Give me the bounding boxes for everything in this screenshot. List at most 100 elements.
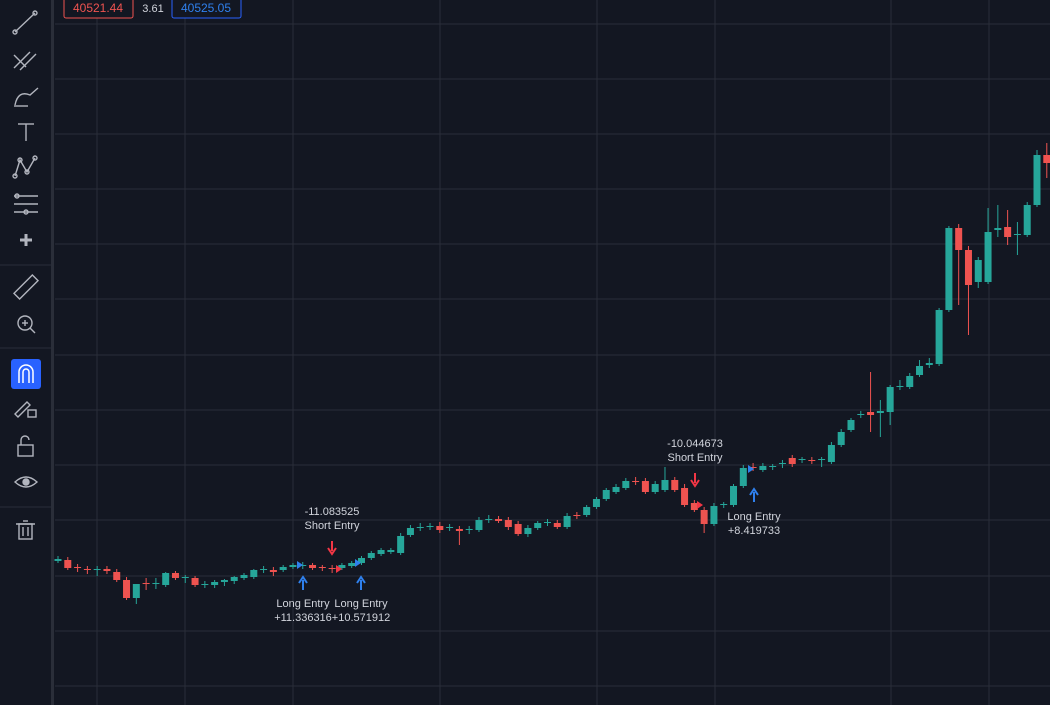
icon-tool[interactable] [20,234,32,246]
signal-name: Long Entry [334,598,388,610]
trend-line-tool[interactable] [12,10,38,35]
candle-body [769,466,777,467]
bid-box [63,0,134,19]
candle-body [739,468,747,486]
entry-marker [748,465,754,473]
entry-marker [697,501,703,509]
candle-body [720,504,728,505]
ask-price: 40525.05 [181,1,231,15]
candle-body [700,510,708,524]
candle-body [406,528,414,535]
candle-body [1033,155,1041,205]
entry-marker [336,565,342,573]
candle-body [808,460,816,461]
candle-body [778,463,786,464]
zoom-tool[interactable] [17,315,36,334]
candle-body [162,573,170,585]
candle-body [1013,234,1021,235]
candle-body [847,420,855,430]
candle-body [583,507,591,515]
candle-body [573,515,581,516]
candle-body [465,529,473,530]
measure-tool[interactable] [12,273,40,301]
candle-body [338,565,346,568]
candle-body [132,584,140,598]
lock-drawing-tool[interactable] [14,401,37,418]
candle-body [1023,205,1031,235]
candle-body [240,575,248,578]
brush-tool[interactable] [14,87,39,107]
candle-body [641,481,649,492]
grid [55,0,1050,705]
prediction-tool[interactable] [14,193,38,215]
candle-body [191,578,199,585]
candle-body [563,516,571,527]
candle-body [83,569,91,570]
signal-result: -10.044673 [667,438,723,450]
signal-arrow [327,541,337,556]
candle-body [749,467,757,468]
signal-result: +10.571912 [332,612,390,624]
candle-body [171,573,179,578]
magnet-active-bg[interactable] [11,359,41,389]
candle-body [113,572,121,580]
pattern-tool[interactable] [12,155,38,179]
text-tool[interactable] [18,123,34,141]
candle-body [250,570,258,577]
candle-body [318,567,326,568]
delete-tool[interactable] [16,520,35,540]
candle-body [446,527,454,528]
candle-body [181,577,189,578]
candle-body [348,563,356,566]
visibility-tool[interactable] [13,476,39,488]
candle-body [495,519,503,521]
candle-body [974,260,982,282]
candle-body [553,523,561,527]
candle-body [759,466,767,470]
signal-result: +11.336316 [274,612,332,624]
candle-body [328,568,336,569]
candle-body [475,520,483,530]
candle-body [357,558,365,563]
lock-tool[interactable] [17,435,34,457]
candle-body [142,583,150,584]
plot-area [54,143,1050,604]
candle-body [93,569,101,570]
candle-body [945,228,953,310]
candle-body [436,526,444,530]
candle-body [64,560,72,568]
candle-body [54,559,62,561]
candle-body [788,458,796,464]
candle-body [651,484,659,492]
candle-body [935,310,943,364]
candle-body [426,526,434,527]
candle-body [309,565,317,568]
candle-body [103,569,111,571]
candle-body [524,528,532,534]
candle-body [886,387,894,412]
signal-result: +8.419733 [728,525,780,537]
candle-body [1043,155,1050,163]
candle-body [867,412,875,415]
candle-body [602,490,610,499]
magnet-tool[interactable] [18,364,34,383]
candle-body [514,524,522,534]
candle-body [201,584,209,585]
candle-body [955,228,963,250]
candle-body [730,486,738,505]
signal-arrow [749,487,759,502]
signal-arrow [690,473,700,488]
candle-body [798,459,806,460]
candle-body [367,553,375,558]
candle-body [818,459,826,460]
entry-marker [297,561,303,569]
candle-body [279,567,287,570]
fib-tool[interactable] [13,51,37,71]
signal-name: Long Entry [276,598,330,610]
candle-body [984,232,992,282]
candle-body [876,411,884,413]
ask-box [171,0,242,19]
candle-body [661,480,669,490]
